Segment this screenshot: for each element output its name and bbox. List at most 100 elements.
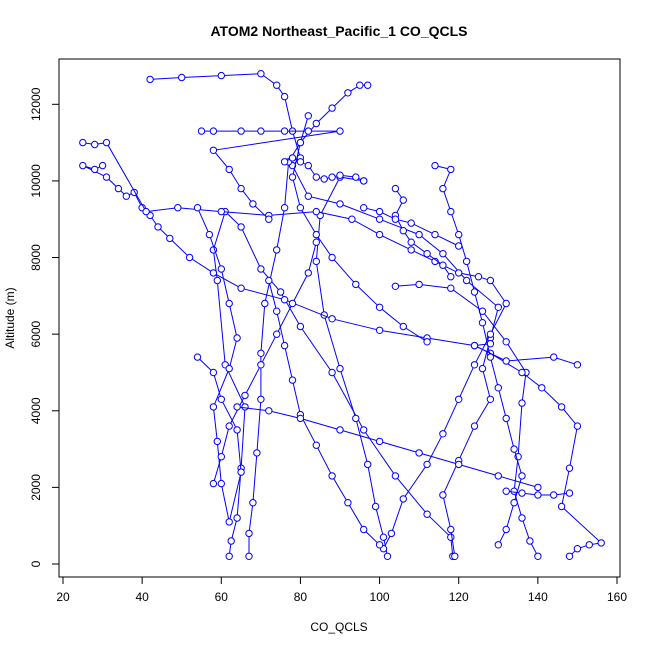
data-point	[280, 92, 289, 101]
data-point	[447, 165, 455, 174]
data-series	[502, 487, 574, 499]
data-point	[439, 184, 447, 193]
x-axis-label: CO_QCLS	[310, 620, 367, 634]
data-point	[312, 230, 320, 239]
data-point	[276, 288, 285, 296]
y-tick-label: 8000	[29, 244, 43, 271]
data-series	[209, 238, 320, 488]
data-point	[360, 177, 368, 185]
data-point	[478, 364, 487, 373]
data-point	[423, 338, 431, 346]
data-point	[585, 541, 593, 549]
data-point	[91, 165, 99, 174]
data-point	[328, 104, 336, 112]
x-tick-label: 120	[449, 590, 469, 604]
data-point	[257, 361, 265, 369]
data-point	[518, 489, 526, 497]
data-point	[213, 276, 222, 285]
data-point	[288, 173, 297, 181]
data-point	[280, 127, 289, 135]
data-point	[265, 215, 273, 223]
series-line	[197, 207, 242, 523]
data-point	[280, 341, 289, 350]
data-series	[265, 276, 384, 549]
data-point	[312, 238, 320, 246]
data-point	[565, 489, 574, 497]
data-point	[280, 204, 289, 212]
data-point	[225, 364, 233, 373]
data-point	[364, 81, 372, 89]
data-point	[518, 368, 526, 377]
data-point	[447, 525, 455, 534]
data-point	[470, 361, 479, 369]
data-point	[217, 453, 226, 461]
data-point	[415, 230, 423, 239]
data-series	[288, 112, 431, 346]
data-point	[455, 460, 463, 469]
data-point	[371, 502, 380, 511]
data-point	[288, 299, 297, 308]
data-point	[557, 502, 566, 511]
plot-series	[79, 70, 605, 560]
data-point	[451, 552, 459, 560]
data-point	[375, 303, 384, 311]
data-point	[328, 173, 336, 181]
data-point	[336, 426, 344, 434]
data-point	[241, 391, 249, 400]
data-point	[352, 414, 360, 423]
data-point	[538, 384, 546, 392]
data-point	[502, 299, 510, 308]
series-line	[434, 165, 523, 546]
data-point	[304, 127, 312, 135]
data-point	[296, 322, 305, 331]
data-point	[344, 499, 352, 507]
data-point	[245, 529, 253, 538]
data-point	[486, 276, 495, 285]
data-point	[225, 299, 233, 308]
data-point	[518, 399, 526, 407]
data-point	[193, 204, 202, 212]
series-line	[82, 142, 507, 549]
data-point	[237, 223, 245, 231]
data-point	[447, 284, 455, 292]
data-point	[573, 361, 582, 369]
data-point	[573, 422, 582, 430]
series-line	[212, 242, 317, 484]
data-point	[225, 552, 233, 560]
data-point	[407, 246, 415, 254]
data-point	[265, 276, 273, 285]
data-point	[280, 158, 289, 166]
data-point	[328, 253, 336, 262]
data-point	[209, 368, 218, 377]
data-point	[375, 230, 384, 239]
data-point	[249, 200, 257, 208]
series-line	[237, 406, 539, 488]
data-point	[518, 514, 526, 522]
data-point	[534, 483, 542, 492]
data-point	[478, 319, 487, 327]
data-point	[193, 353, 202, 361]
data-point	[253, 449, 261, 457]
data-point	[502, 414, 510, 423]
data-point	[439, 430, 447, 438]
series-line	[82, 165, 578, 366]
data-point	[407, 219, 415, 227]
data-point	[415, 280, 423, 289]
data-point	[597, 539, 605, 547]
data-point	[399, 322, 407, 331]
data-series	[209, 207, 457, 560]
data-point	[447, 533, 455, 541]
data-point	[217, 71, 226, 80]
data-point	[257, 265, 265, 273]
series-line	[268, 280, 380, 546]
data-point	[455, 242, 463, 250]
series-line	[212, 210, 454, 557]
series-line	[248, 84, 368, 557]
data-point	[273, 81, 281, 89]
data-point	[233, 403, 241, 411]
data-series	[79, 161, 582, 369]
y-tick-label: 4000	[29, 397, 43, 424]
data-point	[257, 349, 265, 357]
data-point	[265, 407, 273, 415]
data-point	[360, 426, 368, 434]
